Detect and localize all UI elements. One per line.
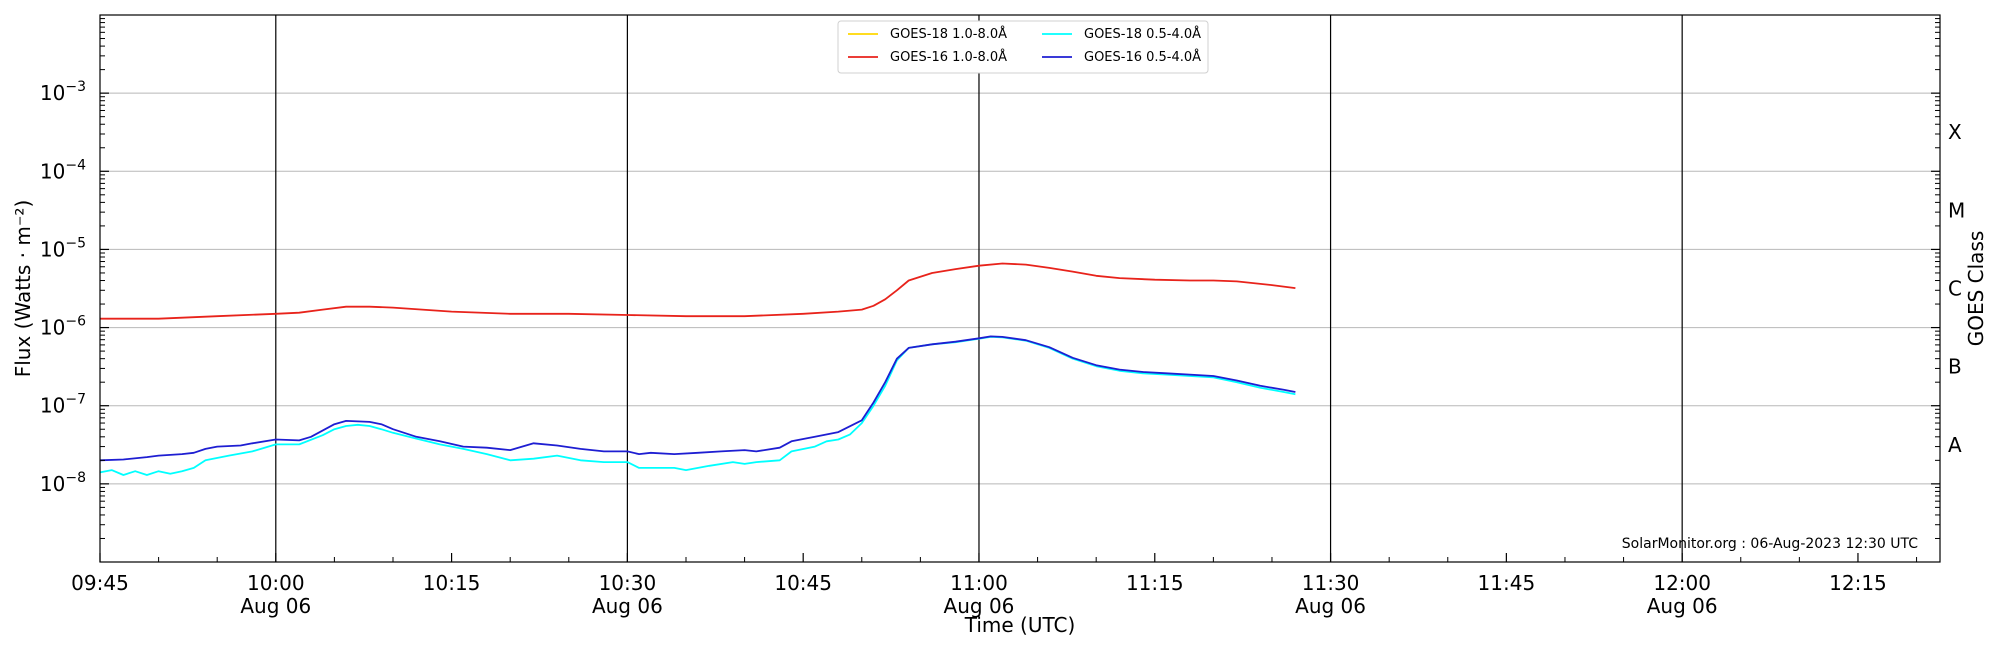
y-tick-label: 10−6	[40, 314, 86, 340]
x-tick-label: 11:15	[1126, 571, 1184, 595]
goes-class-axis-title: GOES Class	[1964, 231, 1988, 347]
y-tick-label: 10−5	[40, 235, 86, 261]
x-tick-label: 10:30	[599, 571, 657, 595]
legend: GOES-18 1.0-8.0Å GOES-16 1.0-8.0Å GOES-18 …	[837, 20, 1209, 74]
goes-class-label: C	[1948, 277, 1962, 301]
x-axis-title: Time (UTC)	[964, 613, 1076, 637]
x-tick-label: 09:45	[71, 571, 129, 595]
y-tick-label: 10−8	[40, 470, 86, 496]
x-tick-date-label: Aug 06	[944, 594, 1015, 618]
x-tick-date-label: Aug 06	[1295, 594, 1366, 618]
legend-entry-label: GOES-18 0.5-4.0Å	[1084, 26, 1201, 42]
x-tick-label: 11:45	[1478, 571, 1536, 595]
x-tick-label: 11:00	[950, 571, 1008, 595]
x-tick-label: 10:00	[247, 571, 305, 595]
goes-class-label: M	[1948, 198, 1965, 222]
goes-class-label: A	[1948, 433, 1962, 457]
x-tick-date-label: Aug 06	[592, 594, 663, 618]
series-line	[100, 262, 1296, 320]
y-tick-label: 10−4	[40, 157, 86, 183]
y-axis-title: Flux (Watts · m⁻²)	[11, 200, 35, 378]
x-tick-label: 10:15	[423, 571, 481, 595]
tick-layer	[99, 18, 1940, 562]
x-tick-date-label: Aug 06	[1647, 594, 1718, 618]
y-tick-label: 10−7	[40, 392, 86, 418]
legend-box	[837, 20, 1209, 74]
legend-entry-label: GOES-18 1.0-8.0Å	[890, 26, 1007, 42]
x-tick-label: 10:45	[774, 571, 832, 595]
series-line	[99, 335, 1296, 462]
x-tick-label: 12:00	[1653, 571, 1711, 595]
series-layer	[99, 262, 1296, 476]
x-tick-date-label: Aug 06	[240, 594, 311, 618]
legend-entry-label: GOES-16 1.0-8.0Å	[890, 49, 1007, 65]
date-boundary-lines	[275, 15, 1683, 562]
y-tick-label: 10−3	[40, 79, 86, 105]
grid-layer	[100, 92, 1940, 485]
x-tick-label: 11:30	[1302, 571, 1360, 595]
plot-frame	[99, 14, 1941, 563]
credit-text: SolarMonitor.org : 06-Aug-2023 12:30 UTC	[1622, 536, 1918, 552]
x-tick-label: 12:15	[1829, 571, 1887, 595]
legend-entry-label: GOES-16 0.5-4.0Å	[1084, 49, 1201, 65]
goes-class-label: X	[1948, 120, 1962, 144]
goes-class-label: B	[1948, 355, 1962, 379]
